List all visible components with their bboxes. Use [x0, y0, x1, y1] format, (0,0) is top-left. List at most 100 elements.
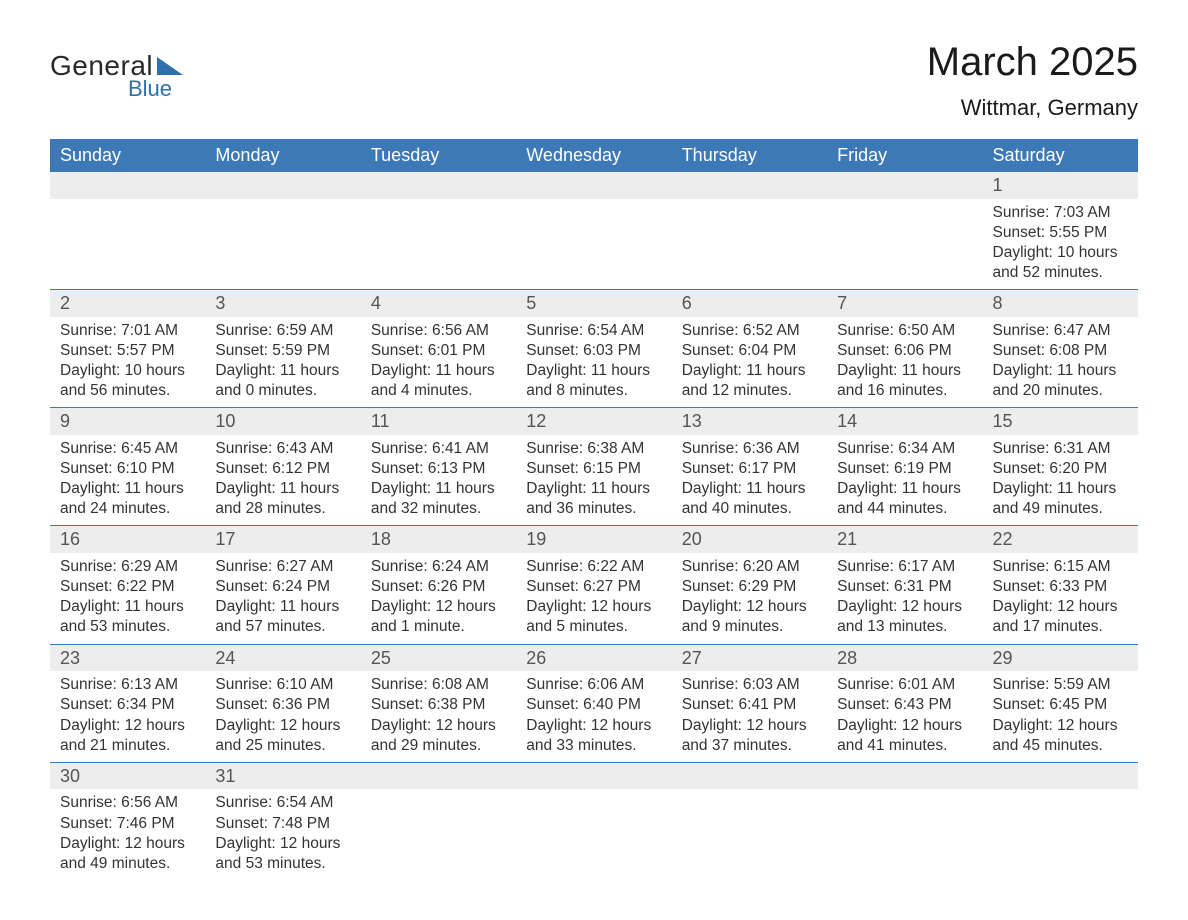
day-dl1: Daylight: 10 hours	[60, 361, 195, 381]
day-dl1: Daylight: 11 hours	[215, 361, 350, 381]
day-details: Sunrise: 6:31 AMSunset: 6:20 PMDaylight:…	[983, 435, 1138, 526]
day-sunset: Sunset: 6:27 PM	[526, 577, 661, 597]
day-dl1: Daylight: 12 hours	[837, 597, 972, 617]
calendar-cell	[361, 762, 516, 880]
calendar-cell: 28Sunrise: 6:01 AMSunset: 6:43 PMDayligh…	[827, 644, 982, 762]
day-details	[361, 199, 516, 219]
calendar-week: 30Sunrise: 6:56 AMSunset: 7:46 PMDayligh…	[50, 762, 1138, 880]
calendar-cell: 14Sunrise: 6:34 AMSunset: 6:19 PMDayligh…	[827, 408, 982, 526]
day-number	[983, 763, 1138, 790]
day-details: Sunrise: 7:01 AMSunset: 5:57 PMDaylight:…	[50, 317, 205, 408]
calendar-cell	[827, 762, 982, 880]
day-details	[827, 199, 982, 219]
calendar-cell: 24Sunrise: 6:10 AMSunset: 6:36 PMDayligh…	[205, 644, 360, 762]
day-details	[516, 199, 671, 219]
day-sunrise: Sunrise: 6:54 AM	[526, 321, 661, 341]
day-number: 21	[827, 526, 982, 553]
day-number: 1	[983, 172, 1138, 199]
day-details: Sunrise: 6:15 AMSunset: 6:33 PMDaylight:…	[983, 553, 1138, 644]
calendar-cell	[516, 762, 671, 880]
day-sunset: Sunset: 6:33 PM	[993, 577, 1128, 597]
day-number	[205, 172, 360, 199]
weekday-thursday: Thursday	[672, 139, 827, 172]
day-number: 31	[205, 763, 360, 790]
day-dl2: and 1 minute.	[371, 617, 506, 637]
day-sunrise: Sunrise: 6:20 AM	[682, 557, 817, 577]
calendar-cell	[50, 172, 205, 290]
calendar-cell	[205, 172, 360, 290]
day-details: Sunrise: 6:38 AMSunset: 6:15 PMDaylight:…	[516, 435, 671, 526]
calendar-week: 9Sunrise: 6:45 AMSunset: 6:10 PMDaylight…	[50, 408, 1138, 526]
calendar-cell: 5Sunrise: 6:54 AMSunset: 6:03 PMDaylight…	[516, 290, 671, 408]
day-details: Sunrise: 7:03 AMSunset: 5:55 PMDaylight:…	[983, 199, 1138, 290]
day-number: 27	[672, 645, 827, 672]
day-details	[205, 199, 360, 219]
calendar-cell: 12Sunrise: 6:38 AMSunset: 6:15 PMDayligh…	[516, 408, 671, 526]
day-number: 7	[827, 290, 982, 317]
day-number: 17	[205, 526, 360, 553]
day-details	[516, 789, 671, 809]
day-sunset: Sunset: 6:08 PM	[993, 341, 1128, 361]
day-dl2: and 40 minutes.	[682, 499, 817, 519]
day-details: Sunrise: 6:41 AMSunset: 6:13 PMDaylight:…	[361, 435, 516, 526]
day-dl2: and 52 minutes.	[993, 263, 1128, 283]
day-sunrise: Sunrise: 6:36 AM	[682, 439, 817, 459]
day-number: 9	[50, 408, 205, 435]
day-number: 26	[516, 645, 671, 672]
day-sunset: Sunset: 7:48 PM	[215, 814, 350, 834]
day-number: 2	[50, 290, 205, 317]
day-dl2: and 49 minutes.	[993, 499, 1128, 519]
day-details	[983, 789, 1138, 809]
calendar-cell	[983, 762, 1138, 880]
calendar-table: Sunday Monday Tuesday Wednesday Thursday…	[50, 139, 1138, 880]
day-dl2: and 56 minutes.	[60, 381, 195, 401]
title-block: March 2025 Wittmar, Germany	[927, 40, 1138, 121]
brand-logo: General Blue	[50, 40, 183, 102]
day-details: Sunrise: 6:06 AMSunset: 6:40 PMDaylight:…	[516, 671, 671, 762]
day-sunrise: Sunrise: 6:34 AM	[837, 439, 972, 459]
day-sunset: Sunset: 6:10 PM	[60, 459, 195, 479]
day-sunset: Sunset: 6:15 PM	[526, 459, 661, 479]
day-sunset: Sunset: 6:36 PM	[215, 695, 350, 715]
day-number: 23	[50, 645, 205, 672]
day-details: Sunrise: 6:08 AMSunset: 6:38 PMDaylight:…	[361, 671, 516, 762]
day-dl1: Daylight: 11 hours	[60, 597, 195, 617]
day-number	[361, 172, 516, 199]
day-sunrise: Sunrise: 6:13 AM	[60, 675, 195, 695]
calendar-cell: 8Sunrise: 6:47 AMSunset: 6:08 PMDaylight…	[983, 290, 1138, 408]
day-number: 28	[827, 645, 982, 672]
day-sunrise: Sunrise: 5:59 AM	[993, 675, 1128, 695]
day-dl2: and 4 minutes.	[371, 381, 506, 401]
day-dl1: Daylight: 11 hours	[993, 361, 1128, 381]
day-number: 30	[50, 763, 205, 790]
day-number: 5	[516, 290, 671, 317]
day-dl1: Daylight: 11 hours	[993, 479, 1128, 499]
day-number: 11	[361, 408, 516, 435]
calendar-cell	[672, 172, 827, 290]
day-sunrise: Sunrise: 6:22 AM	[526, 557, 661, 577]
calendar-cell	[672, 762, 827, 880]
day-sunset: Sunset: 5:55 PM	[993, 223, 1128, 243]
day-sunset: Sunset: 6:24 PM	[215, 577, 350, 597]
day-dl2: and 41 minutes.	[837, 736, 972, 756]
day-details: Sunrise: 6:17 AMSunset: 6:31 PMDaylight:…	[827, 553, 982, 644]
weekday-saturday: Saturday	[983, 139, 1138, 172]
header: General Blue March 2025 Wittmar, Germany	[50, 40, 1138, 121]
calendar-cell: 7Sunrise: 6:50 AMSunset: 6:06 PMDaylight…	[827, 290, 982, 408]
day-dl2: and 20 minutes.	[993, 381, 1128, 401]
day-dl1: Daylight: 10 hours	[993, 243, 1128, 263]
day-details: Sunrise: 6:47 AMSunset: 6:08 PMDaylight:…	[983, 317, 1138, 408]
brand-blue: Blue	[128, 76, 172, 102]
calendar-cell: 6Sunrise: 6:52 AMSunset: 6:04 PMDaylight…	[672, 290, 827, 408]
day-dl2: and 28 minutes.	[215, 499, 350, 519]
day-dl2: and 5 minutes.	[526, 617, 661, 637]
calendar-body: 1Sunrise: 7:03 AMSunset: 5:55 PMDaylight…	[50, 172, 1138, 880]
day-number	[827, 763, 982, 790]
calendar-cell: 11Sunrise: 6:41 AMSunset: 6:13 PMDayligh…	[361, 408, 516, 526]
day-number: 24	[205, 645, 360, 672]
calendar-week: 16Sunrise: 6:29 AMSunset: 6:22 PMDayligh…	[50, 526, 1138, 644]
day-dl1: Daylight: 12 hours	[993, 716, 1128, 736]
calendar-cell: 3Sunrise: 6:59 AMSunset: 5:59 PMDaylight…	[205, 290, 360, 408]
day-number	[516, 763, 671, 790]
day-details: Sunrise: 6:34 AMSunset: 6:19 PMDaylight:…	[827, 435, 982, 526]
